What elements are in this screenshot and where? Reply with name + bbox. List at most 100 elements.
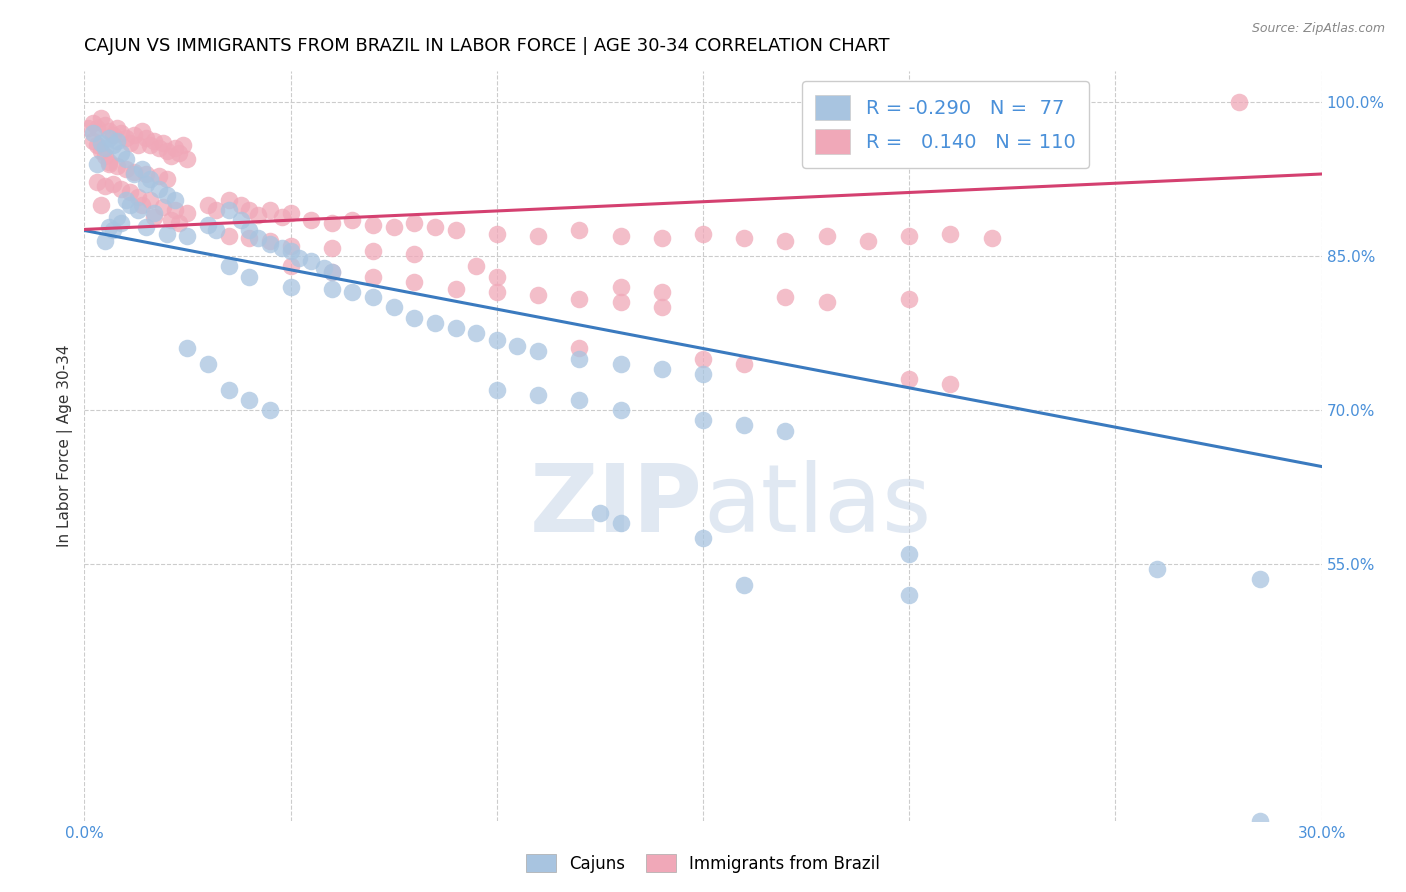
- Point: [90, 136, 112, 151]
- Point: [692, 351, 714, 366]
- Point: [238, 202, 260, 217]
- Point: [218, 193, 240, 207]
- Y-axis label: In Labor Force | Age 30-34: In Labor Force | Age 30-34: [58, 344, 73, 548]
- Point: [135, 131, 157, 145]
- Point: [568, 351, 591, 366]
- Point: [103, 223, 125, 237]
- Point: [131, 198, 153, 212]
- Point: [105, 120, 128, 135]
- Point: [444, 223, 467, 237]
- Point: [589, 506, 612, 520]
- Point: [156, 227, 179, 241]
- Point: [98, 154, 121, 169]
- Point: [485, 333, 508, 347]
- Point: [568, 342, 591, 356]
- Point: [105, 210, 128, 224]
- Point: [148, 169, 170, 183]
- Point: [609, 516, 631, 530]
- Point: [90, 145, 112, 159]
- Point: [143, 134, 166, 148]
- Point: [465, 326, 488, 340]
- Point: [342, 213, 364, 227]
- Point: [342, 285, 364, 299]
- Point: [152, 136, 174, 151]
- Point: [485, 285, 508, 299]
- Text: Source: ZipAtlas.com: Source: ZipAtlas.com: [1251, 22, 1385, 36]
- Point: [127, 138, 149, 153]
- Point: [110, 126, 132, 140]
- Point: [299, 213, 322, 227]
- Point: [299, 254, 322, 268]
- Point: [105, 159, 128, 173]
- Point: [651, 230, 673, 244]
- Point: [205, 202, 228, 217]
- Point: [238, 392, 260, 407]
- Point: [143, 210, 166, 224]
- Point: [165, 202, 187, 217]
- Point: [485, 227, 508, 241]
- Point: [103, 138, 125, 153]
- Point: [692, 227, 714, 241]
- Point: [485, 383, 508, 397]
- Point: [156, 145, 179, 159]
- Point: [361, 269, 384, 284]
- Point: [197, 198, 219, 212]
- Text: atlas: atlas: [703, 460, 931, 552]
- Point: [361, 290, 384, 304]
- Point: [114, 152, 136, 166]
- Point: [82, 134, 104, 148]
- Point: [103, 128, 125, 142]
- Point: [114, 161, 136, 176]
- Point: [312, 261, 335, 276]
- Point: [609, 228, 631, 243]
- Point: [165, 193, 187, 207]
- Point: [527, 343, 550, 358]
- Legend: R = -0.290   N =  77, R =   0.140   N = 110: R = -0.290 N = 77, R = 0.140 N = 110: [801, 81, 1090, 168]
- Point: [98, 131, 121, 145]
- Point: [122, 128, 145, 142]
- Point: [939, 227, 962, 241]
- Point: [361, 219, 384, 233]
- Point: [122, 167, 145, 181]
- Point: [98, 157, 121, 171]
- Point: [118, 136, 141, 151]
- Point: [651, 285, 673, 299]
- Point: [465, 260, 488, 274]
- Point: [733, 357, 755, 371]
- Point: [156, 187, 179, 202]
- Point: [321, 264, 343, 278]
- Point: [280, 280, 302, 294]
- Point: [692, 413, 714, 427]
- Point: [148, 141, 170, 155]
- Point: [229, 198, 252, 212]
- Point: [692, 367, 714, 381]
- Point: [135, 178, 157, 192]
- Point: [280, 244, 302, 258]
- Point: [110, 182, 132, 196]
- Text: CAJUN VS IMMIGRANTS FROM BRAZIL IN LABOR FORCE | AGE 30-34 CORRELATION CHART: CAJUN VS IMMIGRANTS FROM BRAZIL IN LABOR…: [84, 37, 890, 54]
- Point: [139, 138, 162, 153]
- Point: [156, 172, 179, 186]
- Point: [321, 216, 343, 230]
- Point: [898, 292, 921, 306]
- Point: [197, 219, 219, 233]
- Point: [176, 342, 198, 356]
- Point: [651, 362, 673, 376]
- Point: [176, 228, 198, 243]
- Point: [980, 230, 1002, 244]
- Point: [94, 179, 117, 194]
- Point: [609, 280, 631, 294]
- Point: [218, 383, 240, 397]
- Point: [651, 301, 673, 315]
- Point: [127, 189, 149, 203]
- Point: [280, 239, 302, 253]
- Point: [86, 175, 108, 189]
- Point: [197, 357, 219, 371]
- Point: [131, 124, 153, 138]
- Point: [382, 220, 405, 235]
- Point: [82, 116, 104, 130]
- Point: [167, 216, 190, 230]
- Point: [86, 120, 108, 135]
- Point: [423, 220, 446, 235]
- Point: [898, 547, 921, 561]
